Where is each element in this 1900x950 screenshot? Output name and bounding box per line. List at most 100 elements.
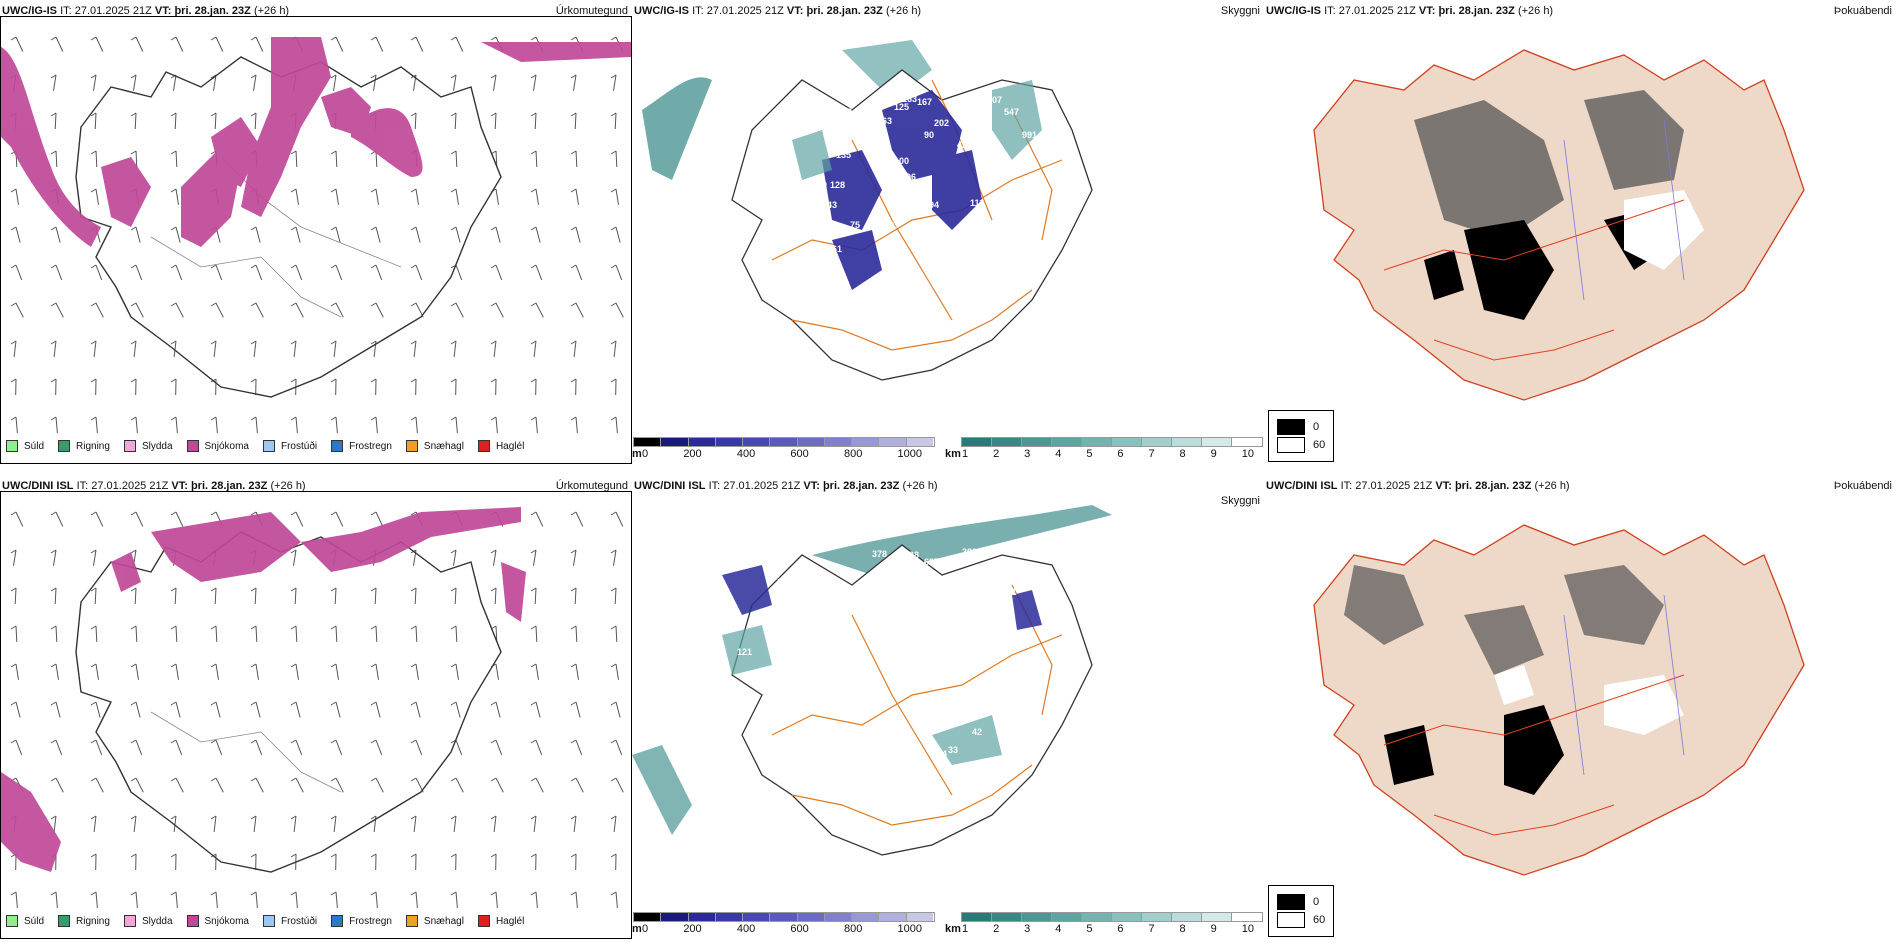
visibility-value-label: 320 — [972, 122, 987, 132]
wind-barb-flag — [290, 302, 297, 307]
colorbar-tick: 3 — [1024, 448, 1031, 460]
wind-barb — [335, 264, 343, 281]
wind-barb — [15, 701, 21, 718]
wind-barb — [55, 739, 63, 756]
wind-barb — [175, 150, 178, 168]
colorbar-tick: 8 — [1179, 448, 1186, 460]
visibility-value-label: 75 — [850, 220, 860, 230]
wind-barb — [335, 625, 338, 643]
height-ticks: 0 200 400 600 800 1000 — [642, 448, 922, 460]
colorbar-tick: 4 — [1055, 448, 1062, 460]
wind-barb-flag — [330, 378, 337, 383]
wind-barb — [95, 302, 104, 318]
colorbar-tick: 10 — [1241, 923, 1254, 935]
wind-barb-flag — [10, 340, 17, 345]
wind-barb-flag — [570, 777, 577, 782]
wind-barb-flag — [290, 416, 297, 421]
wind-barb-flag — [10, 625, 17, 630]
wind-barb — [533, 549, 537, 566]
wind-barb — [615, 416, 618, 433]
wind-barb-flag — [170, 663, 177, 668]
wind-barb — [213, 74, 217, 91]
wind-barb-flag — [370, 340, 377, 345]
legend-label: Haglél — [495, 440, 525, 452]
colorbar-tick: 2 — [993, 923, 1000, 935]
wind-barb — [215, 701, 221, 718]
visibility-ticks: 1 2 3 4 5 6 7 8 9 10 — [962, 448, 1254, 460]
wind-barb-flag — [450, 663, 457, 668]
wind-barb — [15, 188, 19, 205]
wind-barb — [13, 549, 17, 566]
colorbar-segment — [742, 912, 772, 922]
wind-barb — [375, 663, 379, 680]
wind-barb-flag — [170, 378, 177, 383]
wind-barb-flag — [330, 739, 337, 744]
wind-barb — [293, 815, 297, 832]
wind-barb-flag — [290, 378, 297, 383]
wind-barb-flag — [170, 188, 177, 193]
wind-barb-flag — [570, 663, 577, 668]
wind-barb — [413, 340, 417, 357]
wind-barb — [495, 777, 504, 793]
wind-barb-flag — [250, 112, 257, 117]
legend-label: Snæhagl — [423, 915, 464, 927]
precip-type-panel: UWC/DINI ISL IT: 27.01.2025 21Z VT: þri.… — [0, 475, 632, 950]
wind-barb — [53, 549, 57, 566]
wind-barb-flag — [210, 112, 217, 117]
colorbar-tick: 5 — [1086, 923, 1093, 935]
colorbar-segment — [1201, 912, 1233, 922]
wind-barb — [614, 112, 617, 130]
visibility-value-label: 17 — [852, 132, 862, 142]
wind-barb — [495, 264, 503, 281]
wind-barb-flag — [10, 36, 17, 41]
wind-barb — [453, 340, 457, 357]
wind-barb — [175, 739, 183, 756]
wind-barb — [415, 739, 423, 756]
wind-barb — [95, 36, 104, 52]
wind-barb-flag — [410, 511, 417, 516]
wind-barb — [293, 549, 297, 566]
visibility-value-label: 42 — [972, 727, 982, 737]
wind-barb-flag — [330, 891, 337, 896]
legend-swatch — [123, 440, 136, 452]
wind-barb — [215, 739, 223, 756]
colorbar-segment — [961, 912, 993, 922]
wind-barb-flag — [610, 891, 617, 896]
wind-barb-flag — [90, 663, 97, 668]
wind-barb — [53, 815, 57, 832]
wind-barb-flag — [290, 549, 297, 554]
wind-barb — [93, 340, 97, 357]
visibility-value-label: 102 — [846, 120, 861, 130]
wind-barb-flag — [90, 416, 97, 421]
legend-item: Snæhagl — [405, 915, 464, 927]
wind-barb — [495, 416, 498, 433]
wind-barb — [55, 302, 64, 318]
wind-barb-flag — [450, 777, 457, 782]
wind-barb-flag — [570, 587, 577, 592]
wind-barb — [455, 302, 464, 318]
colorbar-segment — [1081, 437, 1113, 447]
wind-barb-flag — [450, 112, 457, 117]
wind-barb-flag — [130, 587, 137, 592]
low-visibility-areas — [822, 90, 982, 290]
wind-barb-flag — [530, 112, 537, 117]
wind-barb-flag — [330, 416, 337, 421]
distance-unit: km — [945, 923, 961, 935]
legend-label: Rigning — [76, 915, 110, 927]
precip-type-panel: UWC/IG-IS IT: 27.01.2025 21Z VT: þri. 28… — [0, 0, 632, 475]
colorbar-segment — [1201, 437, 1233, 447]
panel-header: UWC/IG-IS IT: 27.01.2025 21Z VT: þri. 28… — [634, 5, 922, 17]
wind-barb-flag — [570, 739, 577, 744]
wind-barb — [615, 302, 624, 318]
legend-item: Súld — [6, 440, 44, 452]
wind-barb-flag — [610, 264, 617, 269]
wind-barb-flag — [50, 112, 57, 117]
height-colorbar — [632, 437, 935, 447]
wind-barb — [135, 739, 143, 756]
visibility-value-label: 63 — [882, 116, 892, 126]
wind-barb-flag — [530, 416, 537, 421]
wind-barb — [295, 739, 303, 756]
wind-barb-flag — [170, 416, 177, 421]
wind-barb-flag — [90, 625, 97, 630]
legend-swatch — [331, 440, 344, 452]
